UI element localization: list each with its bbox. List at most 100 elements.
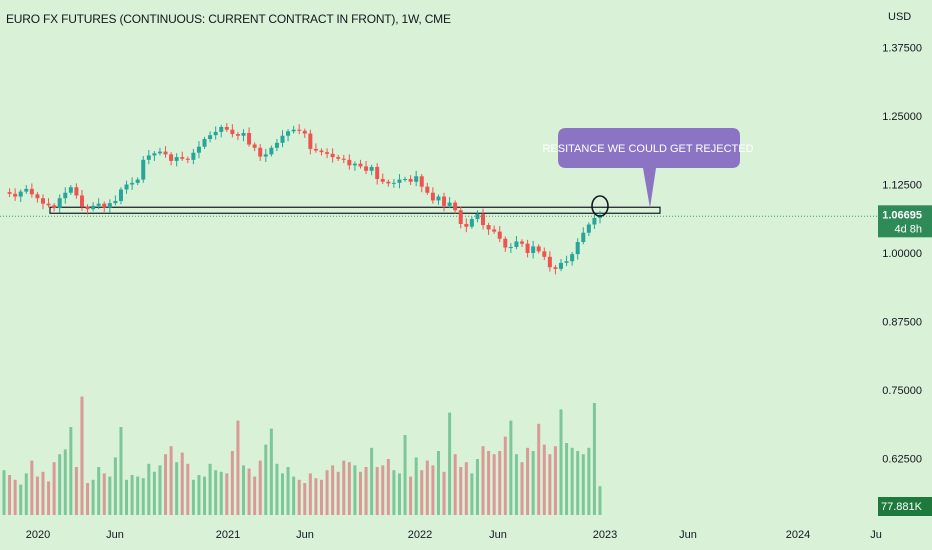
volume-bar: [13, 479, 17, 515]
candle-body: [141, 159, 146, 180]
y-tick-label: 1.12500: [882, 180, 922, 192]
volume-bar: [598, 486, 602, 515]
volume-bar: [242, 465, 246, 515]
candle-body: [592, 217, 597, 225]
candle-body: [163, 151, 168, 155]
candle-body: [269, 147, 274, 155]
volume-bar: [576, 451, 580, 515]
volume-bar: [386, 459, 390, 515]
y-tick-label: 1.37500: [882, 43, 922, 55]
volume-bar: [30, 460, 34, 515]
candle-body: [96, 203, 101, 206]
candle-body: [564, 261, 569, 263]
volume-bar: [414, 457, 418, 515]
volume-tag: [878, 497, 932, 516]
y-tick-label: 0.75000: [882, 385, 922, 397]
candle-body: [358, 163, 363, 167]
volume-bar: [548, 454, 552, 515]
volume-bar: [297, 479, 301, 515]
y-tick-label: 1.00000: [882, 248, 922, 260]
annotation-text: RESITANCE WE COULD GET REJECTED: [542, 143, 753, 155]
volume-bar: [319, 479, 323, 515]
candle-body: [13, 193, 18, 197]
volume-bar: [2, 470, 6, 515]
candle-body: [542, 251, 547, 257]
volume-bar: [409, 476, 413, 515]
volume-bar: [308, 473, 312, 515]
candle-body: [403, 179, 408, 181]
candle-body: [247, 132, 252, 145]
volume-bar: [442, 471, 446, 515]
candle-body: [503, 238, 508, 248]
candle-body: [436, 196, 441, 201]
candle-body: [497, 231, 502, 239]
candle-body: [581, 232, 586, 243]
volume-bar: [247, 468, 251, 515]
volume-bar: [80, 396, 84, 515]
candle-body: [330, 153, 335, 158]
volume-bar: [175, 462, 179, 515]
volume-bar: [565, 443, 569, 515]
volume-bar: [470, 473, 474, 515]
candle-body: [447, 202, 452, 206]
candle-body: [347, 159, 352, 166]
candle-body: [464, 223, 469, 227]
candle-body: [547, 256, 552, 268]
volume-bar: [8, 475, 12, 515]
volume-bar: [375, 467, 379, 515]
volume-value: 77.881K: [881, 501, 923, 513]
volume-bar: [258, 460, 262, 515]
candle-body: [224, 126, 229, 130]
candle-body: [91, 205, 96, 210]
candle-body: [68, 187, 73, 193]
volume-bar: [481, 446, 485, 515]
volume-bar: [97, 467, 101, 515]
candle-body: [135, 179, 140, 183]
volume-bar: [592, 403, 596, 515]
candle-body: [514, 241, 519, 247]
volume-bar: [364, 467, 368, 515]
annotation-callout: [558, 128, 740, 208]
candle-body: [157, 151, 162, 154]
volume-bar: [275, 463, 279, 515]
candle-body: [241, 132, 246, 136]
candle-body: [85, 206, 90, 210]
candle-body: [508, 246, 513, 248]
candle-body: [297, 129, 302, 131]
candle-body: [202, 139, 207, 147]
candle-body: [291, 129, 296, 132]
candle-body: [352, 163, 357, 166]
candle-body: [492, 229, 497, 232]
candle-body: [263, 154, 268, 157]
candle-body: [302, 130, 307, 134]
candle-body: [575, 242, 580, 255]
candle-body: [235, 134, 240, 136]
y-tick-label: 1.25000: [882, 111, 922, 123]
volume-bar: [464, 462, 468, 515]
candle-body: [102, 203, 107, 208]
candle-body: [107, 203, 112, 208]
candle-body: [386, 181, 391, 184]
x-tick-label: 2022: [408, 529, 432, 541]
volume-bar: [342, 460, 346, 515]
volume-bar: [203, 476, 207, 515]
candle-body: [219, 126, 224, 132]
volume-bar: [186, 463, 190, 515]
candle-body: [391, 182, 396, 184]
volume-bar: [63, 449, 67, 515]
volume-bar: [542, 444, 546, 515]
candle-body: [213, 131, 218, 136]
volume-bar: [58, 454, 62, 515]
volume-bar: [52, 462, 56, 515]
volume-bar: [436, 451, 440, 515]
candle-body: [118, 189, 123, 201]
volume-bar: [130, 475, 134, 515]
candle-body: [180, 157, 185, 159]
volume-bar: [136, 476, 140, 515]
x-tick-label: 2023: [593, 529, 617, 541]
candle-body: [63, 192, 68, 199]
candle-body: [597, 216, 602, 218]
volume-bar: [448, 412, 452, 515]
x-tick-label: Jun: [106, 529, 124, 541]
